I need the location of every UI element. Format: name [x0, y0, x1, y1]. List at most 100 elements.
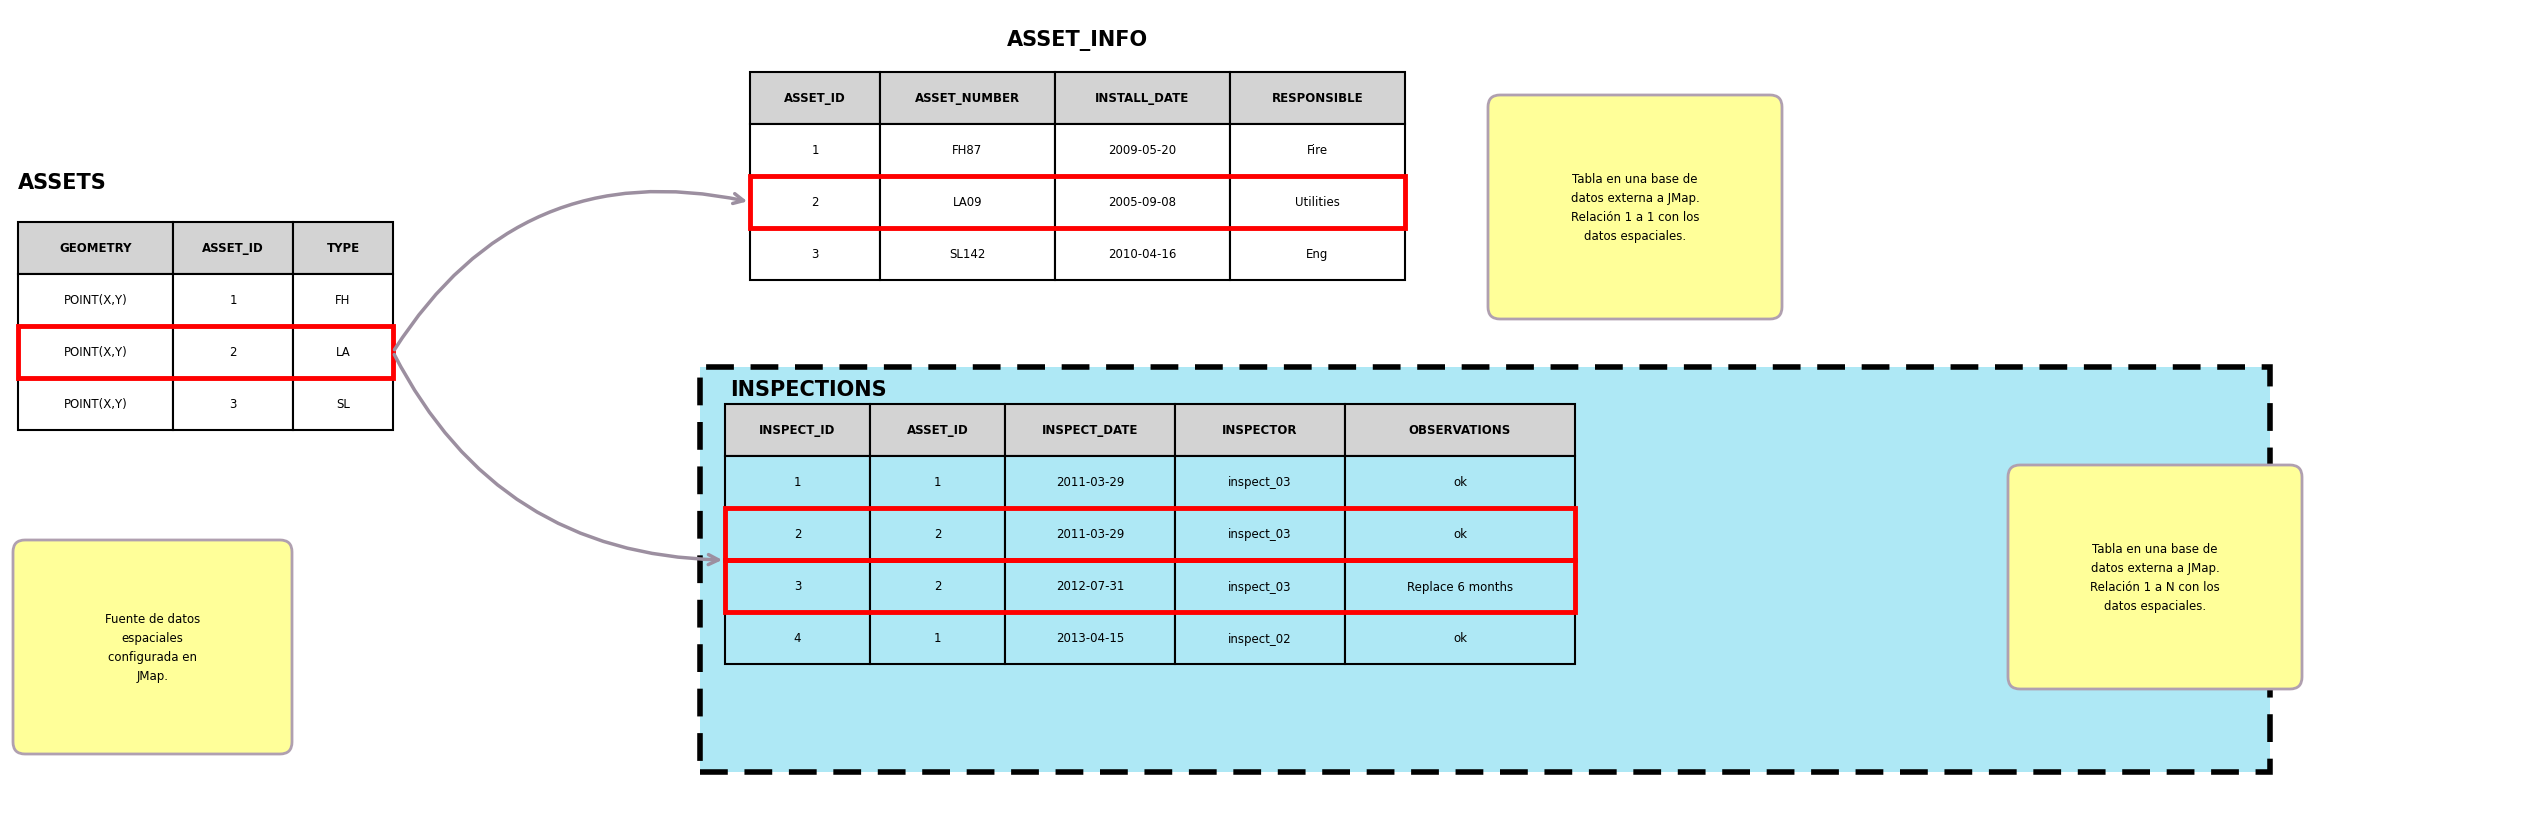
Text: POINT(X,Y): POINT(X,Y): [64, 294, 127, 307]
Bar: [1344, 457, 1576, 509]
Bar: [751, 177, 1405, 229]
Text: 2: 2: [812, 196, 820, 209]
Bar: [18, 327, 173, 379]
Text: 3: 3: [229, 398, 237, 411]
Bar: [293, 327, 392, 379]
Text: FH87: FH87: [952, 145, 983, 157]
Bar: [726, 509, 1576, 561]
Text: ASSET_ID: ASSET_ID: [906, 424, 967, 437]
Bar: [293, 275, 392, 327]
Bar: [173, 275, 293, 327]
Bar: [881, 125, 1054, 177]
Bar: [1230, 229, 1405, 280]
Text: inspect_03: inspect_03: [1227, 528, 1291, 541]
Text: Utilities: Utilities: [1296, 196, 1339, 209]
Bar: [1006, 612, 1176, 664]
Text: INSPECTOR: INSPECTOR: [1222, 424, 1298, 437]
Text: LA09: LA09: [952, 196, 983, 209]
Text: 1: 1: [934, 476, 942, 489]
Bar: [751, 229, 881, 280]
Text: OBSERVATIONS: OBSERVATIONS: [1408, 424, 1512, 437]
Text: 2009-05-20: 2009-05-20: [1108, 145, 1176, 157]
Text: 1: 1: [812, 145, 820, 157]
Bar: [871, 509, 1006, 561]
Text: INSPECTIONS: INSPECTIONS: [731, 380, 886, 399]
Bar: [881, 73, 1054, 125]
Text: SL142: SL142: [950, 248, 985, 261]
Bar: [1344, 561, 1576, 612]
Text: 2011-03-29: 2011-03-29: [1057, 476, 1125, 489]
Text: ok: ok: [1454, 476, 1466, 489]
Bar: [726, 457, 871, 509]
Text: 2: 2: [934, 580, 942, 593]
Bar: [726, 561, 1576, 612]
Bar: [18, 222, 173, 275]
Text: inspect_03: inspect_03: [1227, 580, 1291, 593]
Text: INSPECT_DATE: INSPECT_DATE: [1041, 424, 1138, 437]
Bar: [700, 367, 2271, 772]
Text: 2011-03-29: 2011-03-29: [1057, 528, 1125, 541]
Bar: [293, 379, 392, 431]
Bar: [1344, 404, 1576, 457]
Text: ok: ok: [1454, 632, 1466, 645]
Bar: [173, 379, 293, 431]
Text: 2: 2: [934, 528, 942, 541]
Text: inspect_03: inspect_03: [1227, 476, 1291, 489]
Bar: [1054, 125, 1230, 177]
Text: ASSET_ID: ASSET_ID: [784, 93, 845, 105]
Text: ASSET_NUMBER: ASSET_NUMBER: [914, 93, 1021, 105]
Text: 1: 1: [794, 476, 802, 489]
FancyBboxPatch shape: [13, 540, 293, 754]
Text: POINT(X,Y): POINT(X,Y): [64, 398, 127, 411]
Bar: [881, 229, 1054, 280]
Bar: [871, 561, 1006, 612]
Bar: [1344, 509, 1576, 561]
Text: 2: 2: [229, 346, 237, 359]
FancyBboxPatch shape: [2009, 466, 2302, 689]
Bar: [1054, 177, 1230, 229]
Bar: [1054, 229, 1230, 280]
Text: TYPE: TYPE: [326, 242, 359, 256]
Bar: [1006, 404, 1176, 457]
Text: Eng: Eng: [1306, 248, 1329, 261]
Text: 2005-09-08: 2005-09-08: [1108, 196, 1176, 209]
Text: SL: SL: [336, 398, 349, 411]
Bar: [1176, 561, 1344, 612]
Bar: [881, 177, 1054, 229]
Text: 3: 3: [794, 580, 802, 593]
Bar: [871, 612, 1006, 664]
Text: ASSET_INFO: ASSET_INFO: [1006, 30, 1148, 51]
Text: RESPONSIBLE: RESPONSIBLE: [1270, 93, 1362, 105]
Text: 2: 2: [794, 528, 802, 541]
Bar: [173, 327, 293, 379]
Bar: [1054, 73, 1230, 125]
Bar: [751, 177, 881, 229]
Text: GEOMETRY: GEOMETRY: [59, 242, 132, 256]
Text: INSTALL_DATE: INSTALL_DATE: [1095, 93, 1189, 105]
Text: 2010-04-16: 2010-04-16: [1108, 248, 1176, 261]
Bar: [18, 275, 173, 327]
Text: 2012-07-31: 2012-07-31: [1057, 580, 1125, 593]
Bar: [871, 457, 1006, 509]
Bar: [1006, 509, 1176, 561]
Bar: [700, 367, 2271, 772]
Text: 2013-04-15: 2013-04-15: [1057, 632, 1125, 645]
Bar: [18, 327, 392, 379]
Text: 4: 4: [794, 632, 802, 645]
Bar: [1006, 561, 1176, 612]
Text: ASSET_ID: ASSET_ID: [201, 242, 265, 256]
Text: Tabla en una base de
datos externa a JMap.
Relación 1 a N con los
datos espacial: Tabla en una base de datos externa a JMa…: [2090, 543, 2220, 612]
Bar: [751, 73, 881, 125]
Text: ASSETS: ASSETS: [18, 173, 107, 193]
Bar: [18, 379, 173, 431]
Text: Fuente de datos
espaciales
configurada en
JMap.: Fuente de datos espaciales configurada e…: [104, 612, 201, 682]
Bar: [1230, 73, 1405, 125]
Text: 1: 1: [934, 632, 942, 645]
Bar: [173, 222, 293, 275]
Text: INSPECT_ID: INSPECT_ID: [759, 424, 835, 437]
Bar: [726, 612, 871, 664]
Bar: [1344, 612, 1576, 664]
Text: POINT(X,Y): POINT(X,Y): [64, 346, 127, 359]
Bar: [751, 125, 881, 177]
Bar: [1176, 509, 1344, 561]
